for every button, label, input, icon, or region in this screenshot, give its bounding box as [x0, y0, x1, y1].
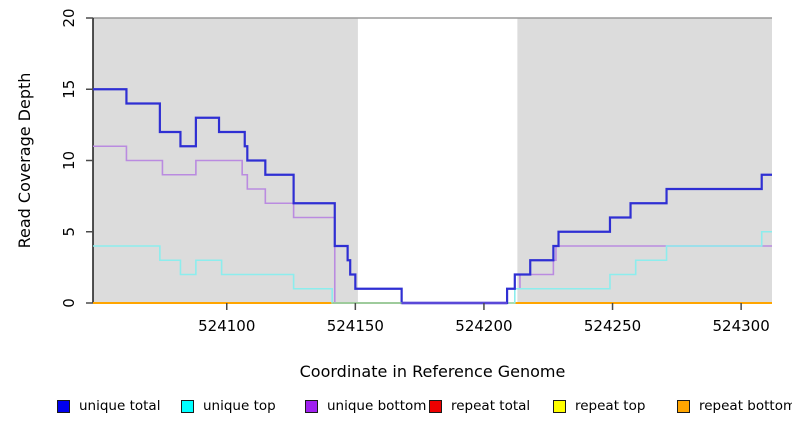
legend-label: unique bottom: [327, 398, 427, 414]
legend-label: unique top: [203, 398, 276, 414]
legend-swatch-icon: [181, 399, 194, 413]
legend-label: repeat top: [575, 398, 646, 414]
x-tick-label: 524100: [198, 317, 255, 335]
legend-item-repeat-bottom: repeat bottom: [677, 397, 792, 415]
x-tick-label: 524150: [327, 317, 384, 335]
legend-item-repeat-total: repeat total: [429, 397, 530, 415]
legend-item-unique-bottom: unique bottom: [305, 397, 426, 415]
y-tick-label: 20: [60, 8, 78, 27]
shaded-region: [517, 18, 772, 303]
y-tick-label: 15: [60, 80, 78, 99]
x-tick-label: 524300: [713, 317, 770, 335]
x-tick-label: 524200: [455, 317, 512, 335]
legend-swatch-icon: [553, 399, 566, 413]
x-axis-title: Coordinate in Reference Genome: [300, 362, 566, 381]
legend-item-unique-total: unique total: [57, 397, 160, 415]
chart-legend: unique total unique top unique bottom repea…: [0, 397, 792, 417]
legend-swatch-icon: [429, 399, 442, 413]
legend-swatch-icon: [57, 399, 70, 413]
x-tick-label: 524250: [584, 317, 641, 335]
y-axis-title: Read Coverage Depth: [15, 73, 34, 249]
y-tick-label: 5: [60, 227, 78, 237]
legend-label: repeat bottom: [699, 398, 792, 414]
y-tick-label: 0: [60, 298, 78, 308]
legend-swatch-icon: [677, 399, 690, 413]
series-line-unique-top: [93, 230, 772, 304]
legend-swatch-icon: [305, 399, 318, 413]
legend-item-repeat-top: repeat top: [553, 397, 645, 415]
series-line-unique-total: [93, 88, 772, 305]
y-tick-label: 10: [60, 151, 78, 170]
series-line-unique-bottom: [93, 145, 772, 304]
legend-item-unique-top: unique top: [181, 397, 276, 415]
legend-label: repeat total: [451, 398, 531, 414]
coverage-chart: 0 5 10 15 20 524100 524150 524200 524250 524300 R…: [15, 8, 772, 381]
legend-label: unique total: [79, 398, 161, 414]
